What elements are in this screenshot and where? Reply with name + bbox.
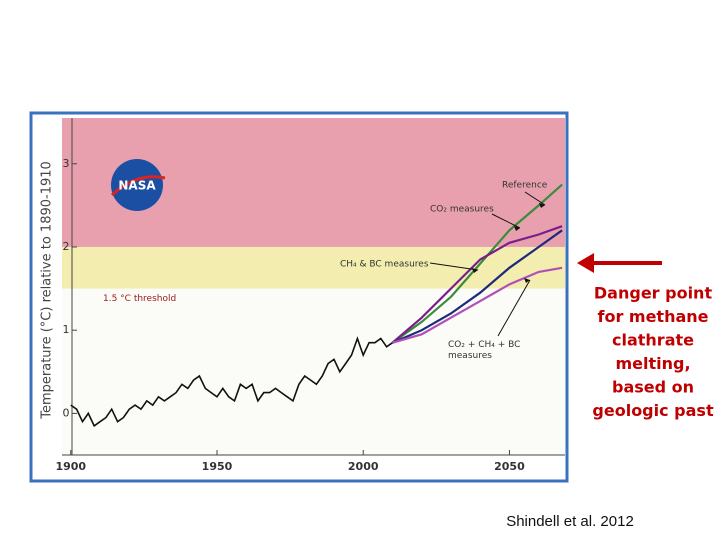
band-label: 1.5 °C threshold — [103, 294, 176, 304]
annotation: geologic past — [592, 401, 714, 420]
logo-swoosh — [110, 175, 166, 197]
series-line — [392, 229, 563, 344]
y-tick-label: 3 — [63, 157, 70, 170]
threshold-band — [62, 246, 565, 289]
annotation: Danger point — [594, 284, 713, 303]
x-tick-label: 2000 — [348, 460, 379, 473]
label-arrowhead — [514, 226, 520, 231]
series-label-line: measures — [448, 351, 492, 361]
series-label: CO₂ measures — [430, 205, 494, 215]
series-label: CO₂ + CH₄ + BC measures — [448, 340, 520, 361]
y-tick-label: 0 — [63, 406, 70, 419]
series-label-line: CO₂ + CH₄ + BC — [448, 340, 520, 350]
series-line — [392, 266, 563, 344]
y-tick-label: 2 — [63, 240, 70, 253]
annotation: melting, — [615, 354, 690, 373]
danger-arrowhead — [577, 253, 594, 273]
annotation: clathrate — [612, 331, 694, 350]
source: Shindell et al. 2012 — [506, 513, 634, 530]
label-pointer — [497, 279, 531, 337]
logo — [111, 159, 163, 211]
series-label: CH₄ & BC measures — [340, 260, 429, 270]
series-label: Reference — [502, 181, 548, 191]
series-line — [70, 336, 393, 428]
label-pointer — [524, 191, 546, 206]
annotation: for methane — [597, 307, 708, 326]
series-line — [391, 183, 563, 344]
y-axis-label: Temperature (°C) relative to 1890-1910 — [40, 161, 55, 420]
y-tick-label: 1 — [63, 323, 70, 336]
label-pointer — [429, 262, 479, 271]
label-arrowhead — [524, 278, 530, 283]
chart-frame — [29, 111, 569, 483]
x-tick-label: 2050 — [494, 460, 525, 473]
x-tick-label: 1950 — [202, 460, 233, 473]
series-line — [391, 225, 563, 344]
logo-text: NASA — [118, 179, 156, 193]
label-arrowhead — [539, 203, 545, 208]
annotation: based on — [612, 378, 694, 397]
x-tick-label: 1900 — [55, 460, 86, 473]
label-pointer — [491, 213, 521, 229]
label-arrowhead — [472, 268, 478, 273]
plot-lines — [70, 183, 563, 428]
